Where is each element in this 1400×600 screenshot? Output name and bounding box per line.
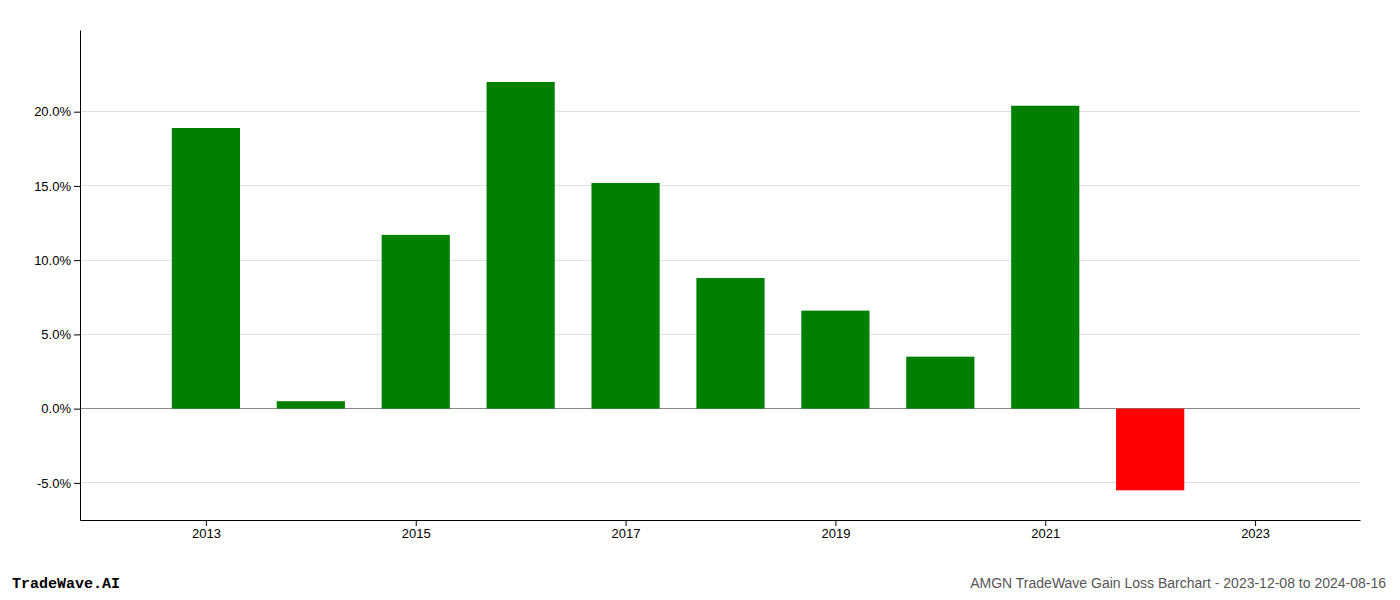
tick-mark [74, 260, 80, 261]
bar [277, 401, 345, 408]
tick-label: 2013 [192, 526, 221, 541]
tick: 2015 [402, 520, 431, 541]
tick-mark [1045, 520, 1046, 526]
x-axis: 2013 2015 2017 2019 2021 2023 [81, 520, 1361, 541]
tick-mark [74, 409, 80, 410]
tick-mark [626, 520, 627, 526]
tick-label: 15.0% [34, 179, 71, 194]
tick-mark [74, 483, 80, 484]
tick-label: 2023 [1241, 526, 1270, 541]
tick: 2019 [821, 520, 850, 541]
tick-mark [74, 186, 80, 187]
axis-line [80, 31, 81, 521]
axis-line [81, 520, 1361, 521]
tick-label: 10.0% [34, 253, 71, 268]
chart-container: -5.0% 0.0% 5.0% 10.0% 15.0% 20.0% 2013 2015 2017… [0, 0, 1400, 600]
bar [1116, 409, 1184, 491]
tick-mark [206, 520, 207, 526]
title: AMGN TradeWave Gain Loss Barchart - 2023… [970, 575, 1386, 591]
bars [172, 82, 1184, 490]
grid-line [80, 260, 1360, 261]
tick: 15.0% [34, 179, 80, 194]
grid-line [80, 185, 1360, 186]
tick-label: 20.0% [34, 104, 71, 119]
tick-mark [74, 334, 80, 335]
bar [906, 357, 974, 409]
bar [801, 311, 869, 409]
tick: 5.0% [41, 327, 80, 342]
tick-mark [1255, 520, 1256, 526]
bar [696, 278, 764, 409]
tick-mark [835, 520, 836, 526]
tick-label: 2019 [821, 526, 850, 541]
tick-label: 2017 [612, 526, 641, 541]
bar [487, 82, 555, 409]
grid-line [80, 111, 1360, 112]
tick: 0.0% [41, 401, 80, 416]
tick: 2013 [192, 520, 221, 541]
tick: 2021 [1031, 520, 1060, 541]
tick: 2017 [612, 520, 641, 541]
tick: 10.0% [34, 253, 80, 268]
watermark: TradeWave.AI [12, 576, 120, 593]
tick-label: 2021 [1031, 526, 1060, 541]
tick-mark [416, 520, 417, 526]
plot: -5.0% 0.0% 5.0% 10.0% 15.0% 20.0% 2013 2015 2017… [34, 31, 1360, 542]
chart: -5.0% 0.0% 5.0% 10.0% 15.0% 20.0% 2013 2015 2017… [0, 0, 1400, 600]
tick: 2023 [1241, 520, 1270, 541]
tick: -5.0% [37, 476, 80, 491]
y-axis: -5.0% 0.0% 5.0% 10.0% 15.0% 20.0% [34, 31, 80, 521]
tick-label: 5.0% [41, 327, 71, 342]
tick: 20.0% [34, 104, 80, 119]
tick-mark [74, 112, 80, 113]
bar [591, 183, 659, 409]
tick-label: -5.0% [37, 476, 71, 491]
tick-label: 2015 [402, 526, 431, 541]
tick-label: 0.0% [41, 401, 71, 416]
bar [1011, 106, 1079, 409]
bar [172, 128, 240, 409]
bar [382, 235, 450, 409]
